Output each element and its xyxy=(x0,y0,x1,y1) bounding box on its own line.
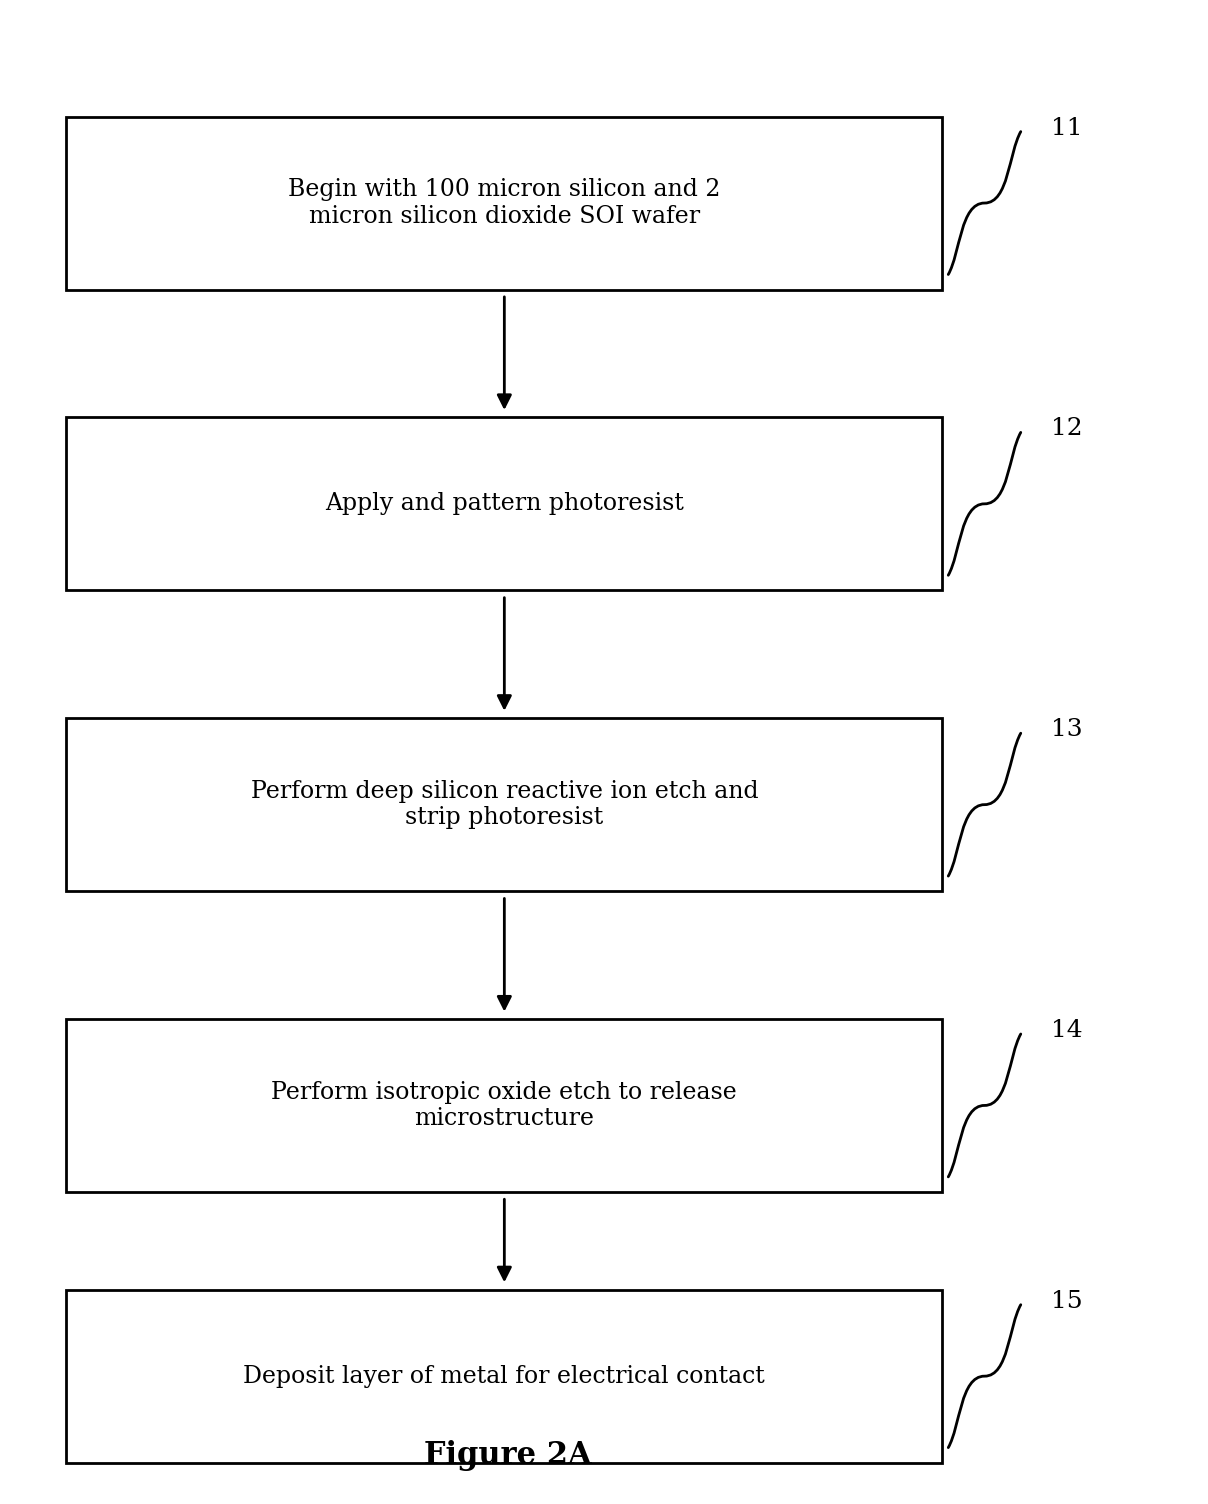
Text: Begin with 100 micron silicon and 2
micron silicon dioxide SOI wafer: Begin with 100 micron silicon and 2 micr… xyxy=(288,179,721,227)
Text: Deposit layer of metal for electrical contact: Deposit layer of metal for electrical co… xyxy=(244,1364,765,1388)
Text: Perform deep silicon reactive ion etch and
strip photoresist: Perform deep silicon reactive ion etch a… xyxy=(250,781,759,829)
Bar xyxy=(66,117,942,289)
Bar xyxy=(66,1289,942,1462)
Bar xyxy=(66,719,942,890)
Text: Apply and pattern photoresist: Apply and pattern photoresist xyxy=(325,492,684,516)
Text: 12: 12 xyxy=(1051,417,1082,441)
Text: Figure 2A: Figure 2A xyxy=(424,1439,591,1471)
Text: 14: 14 xyxy=(1051,1020,1082,1042)
Text: 11: 11 xyxy=(1051,117,1082,140)
Bar xyxy=(66,417,942,590)
Text: Perform isotropic oxide etch to release
microstructure: Perform isotropic oxide etch to release … xyxy=(272,1081,737,1130)
Bar xyxy=(66,1020,942,1191)
Text: 15: 15 xyxy=(1051,1289,1082,1313)
Text: 13: 13 xyxy=(1051,717,1082,741)
